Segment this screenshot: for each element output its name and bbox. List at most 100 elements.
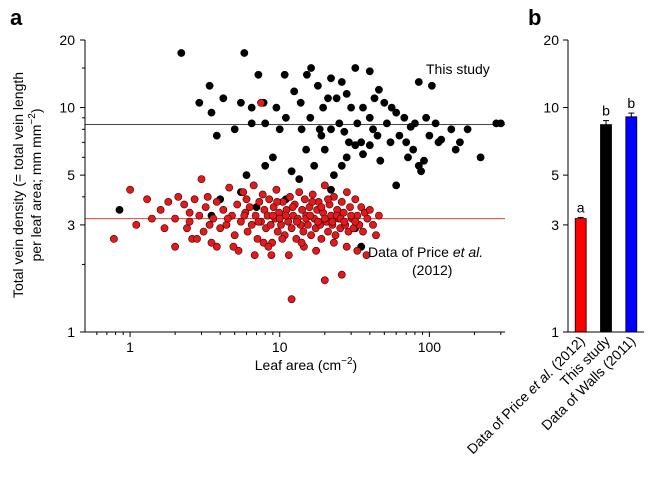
point-this-study xyxy=(327,74,335,83)
point-price-data xyxy=(205,220,214,229)
point-price-data xyxy=(372,231,380,240)
point-this-study xyxy=(212,131,221,140)
point-price-data xyxy=(313,217,322,226)
point-this-study xyxy=(351,141,360,150)
x-tick-label: 1 xyxy=(126,339,134,355)
x-axis-title-text: Leaf area (cm xyxy=(255,357,341,373)
bar-y-tick-label: 20 xyxy=(543,32,559,48)
y-axis-title-end: ) xyxy=(28,108,44,113)
point-this-study xyxy=(287,167,296,176)
point-price-data xyxy=(234,246,243,255)
point-price-data xyxy=(212,242,221,251)
point-this-study xyxy=(329,171,338,179)
point-price-data xyxy=(201,203,210,211)
point-price-data xyxy=(362,251,371,259)
point-this-study xyxy=(404,153,412,162)
point-price-data xyxy=(342,188,351,196)
point-this-study xyxy=(247,119,256,128)
point-price-data xyxy=(351,195,360,204)
annotation-price-pre: Data of Price xyxy=(368,244,453,260)
panel-b-letter: b xyxy=(528,5,541,30)
point-price-data xyxy=(239,188,248,196)
point-price-data xyxy=(174,192,183,201)
y-tick-label: 20 xyxy=(59,32,75,48)
point-this-study xyxy=(359,150,367,159)
point-price-data xyxy=(110,234,118,243)
x-tick-label: 10 xyxy=(272,339,288,355)
x-axis-title: Leaf area (cm−2) xyxy=(255,356,357,373)
point-this-study xyxy=(410,119,419,128)
point-this-study xyxy=(332,94,341,103)
point-price-data xyxy=(243,227,252,236)
point-price-data xyxy=(223,214,232,223)
point-price-data xyxy=(171,242,179,251)
point-this-study xyxy=(261,161,270,170)
point-this-study xyxy=(230,125,239,134)
x-axis-title-sup: −2 xyxy=(341,356,353,367)
point-price-data xyxy=(254,217,263,226)
point-this-study xyxy=(205,81,214,90)
point-price-data xyxy=(185,217,194,226)
point-this-study xyxy=(392,181,401,190)
point-price-data xyxy=(257,98,265,107)
point-price-data xyxy=(197,175,206,183)
point-this-study xyxy=(327,125,335,134)
point-this-study xyxy=(324,94,332,103)
point-price-data xyxy=(374,211,383,220)
point-price-data xyxy=(216,224,225,233)
x-axis-title-end: ) xyxy=(353,357,358,373)
point-this-study xyxy=(414,78,423,86)
point-price-data xyxy=(278,234,287,243)
point-price-data xyxy=(230,231,239,240)
point-this-study xyxy=(240,49,249,57)
point-this-study xyxy=(451,145,460,154)
point-price-data xyxy=(225,183,234,192)
point-price-data xyxy=(284,251,293,259)
point-price-data xyxy=(255,197,264,206)
point-this-study xyxy=(342,153,351,162)
point-this-study xyxy=(307,64,315,72)
y-axis-title-sup: −2 xyxy=(27,113,38,125)
point-price-data xyxy=(307,231,315,240)
point-price-data xyxy=(285,192,294,201)
point-price-data xyxy=(143,195,151,204)
point-this-study xyxy=(302,145,310,154)
point-this-study xyxy=(353,119,362,128)
point-this-study xyxy=(402,138,411,147)
point-price-data xyxy=(233,200,242,209)
point-this-study xyxy=(386,138,395,147)
point-price-data xyxy=(337,197,346,206)
point-price-data xyxy=(365,205,374,214)
point-this-study xyxy=(327,185,335,194)
point-price-data xyxy=(300,195,309,204)
point-this-study xyxy=(365,113,374,122)
point-price-data xyxy=(277,220,285,229)
point-this-study xyxy=(290,87,299,96)
point-price-data xyxy=(247,220,256,229)
x-axis-ticks: 1 10 100 xyxy=(96,332,502,355)
panel-a-letter: a xyxy=(10,5,23,30)
point-this-study xyxy=(417,167,425,176)
point-price-data xyxy=(267,251,276,259)
point-price-data xyxy=(324,227,332,236)
point-this-study xyxy=(382,119,391,128)
bar-y-tick-label: 10 xyxy=(543,100,559,116)
point-price-data xyxy=(209,214,218,223)
point-price-data xyxy=(359,227,367,236)
bar xyxy=(574,218,587,333)
point-this-study xyxy=(392,108,401,117)
bar-category-labels: Data of Price et al. (2012)This studyDat… xyxy=(464,333,639,457)
point-price-data xyxy=(363,214,372,223)
point-this-study xyxy=(496,119,505,128)
point-price-data xyxy=(324,195,332,204)
point-this-study xyxy=(425,131,434,140)
point-price-data xyxy=(275,214,284,223)
point-this-study xyxy=(365,67,374,76)
point-this-study xyxy=(476,153,485,162)
point-price-data xyxy=(242,195,251,204)
y-tick-label: 5 xyxy=(67,167,75,183)
point-price-data xyxy=(253,234,262,243)
point-this-study xyxy=(319,103,327,112)
y-tick-label: 1 xyxy=(67,324,75,340)
